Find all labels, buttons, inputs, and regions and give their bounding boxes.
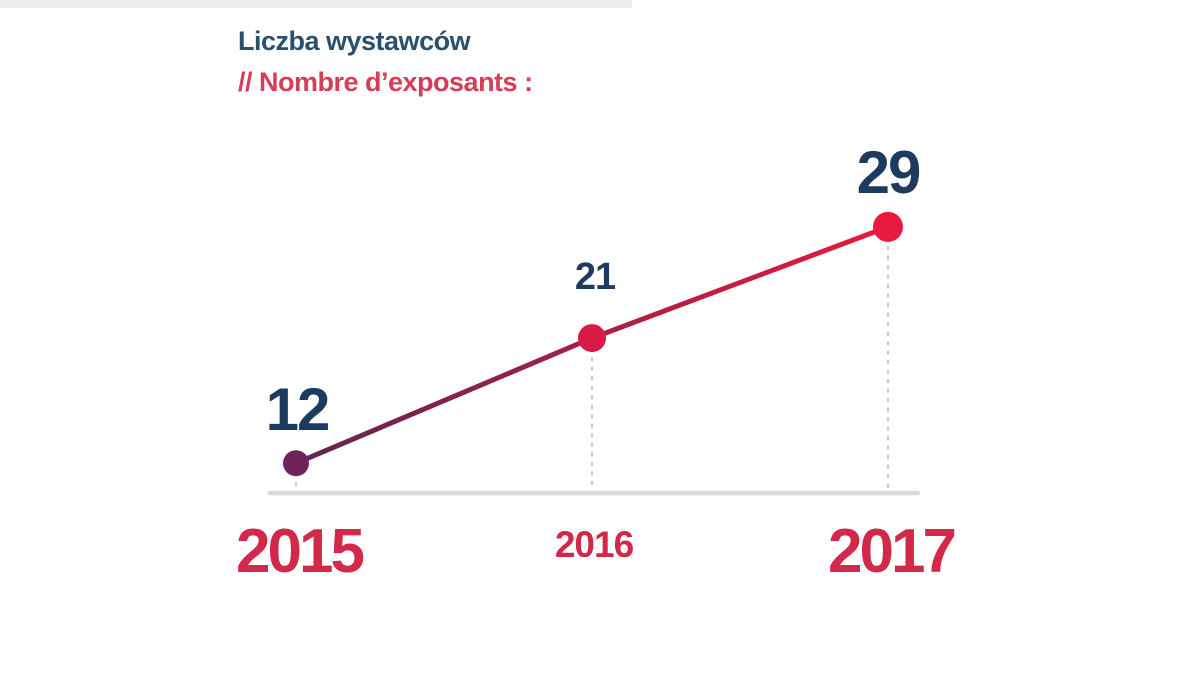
chart-title: Liczba wystawców bbox=[238, 26, 471, 56]
chart-header: Liczba wystawców // Nombre d’exposants : bbox=[238, 28, 533, 96]
top-edge-strip bbox=[0, 0, 632, 8]
value-label-2017: 29 bbox=[856, 139, 922, 206]
axis-label-2017: 2017 bbox=[828, 517, 957, 586]
axis-label-2015: 2015 bbox=[236, 517, 365, 586]
chart-subtitle: // Nombre d’exposants : bbox=[238, 67, 533, 97]
data-point-2017 bbox=[873, 211, 903, 242]
data-point-2016 bbox=[578, 324, 606, 353]
value-label-2016: 21 bbox=[574, 256, 616, 298]
data-point-2015 bbox=[283, 450, 309, 477]
value-label-2015: 12 bbox=[265, 376, 331, 443]
axis-label-2016: 2016 bbox=[554, 524, 634, 565]
